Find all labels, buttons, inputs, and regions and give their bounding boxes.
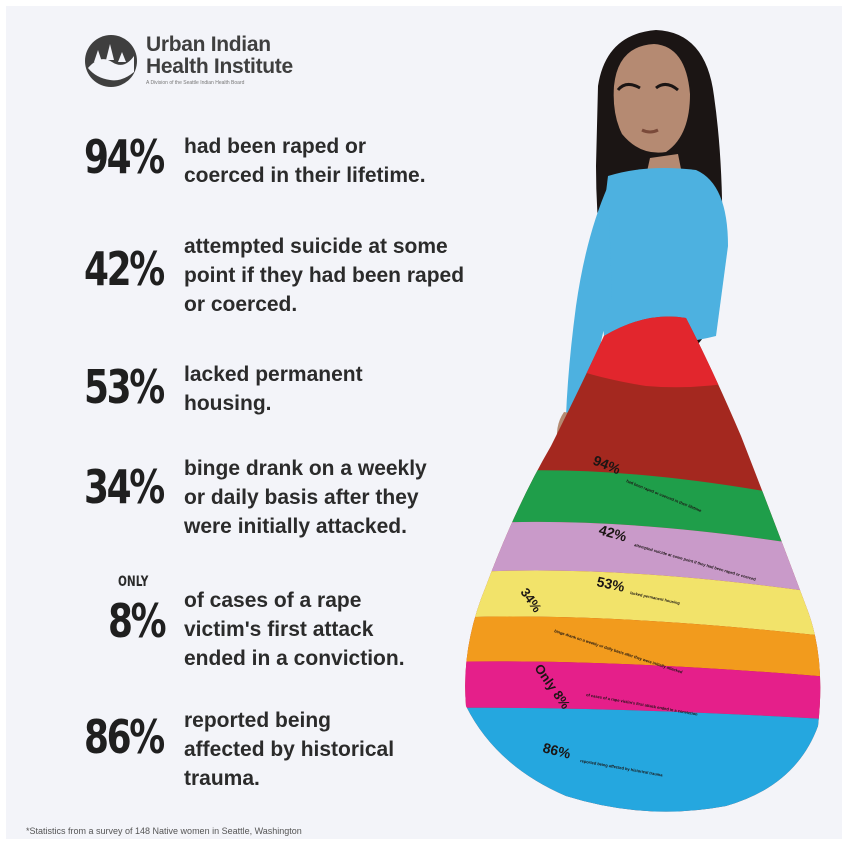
band-label-42: 42% — [597, 522, 629, 545]
stat-percent: 94% — [84, 130, 165, 184]
stat-text: of cases of a rape victim's first attack… — [184, 589, 405, 670]
band-label-86: 86% — [541, 739, 573, 761]
stat-text: attempted suicide at some point if they … — [184, 235, 465, 316]
footnote: *Statistics from a survey of 148 Native … — [26, 826, 302, 836]
stat-percent: 42% — [84, 242, 165, 296]
band-label-53: 53% — [595, 573, 626, 595]
stat-text: binge drank on a weekly or daily basis a… — [184, 457, 427, 538]
skirt-band-34 — [465, 616, 821, 678]
skirt: 94% had been raped or coerced in their l… — [465, 316, 821, 812]
stat-text: lacked permanent housing. — [184, 363, 363, 415]
skirt-band-42 — [465, 521, 821, 596]
woman-illustration: 94% had been raped or coerced in their l… — [465, 30, 821, 812]
logo-emblem-icon — [85, 35, 137, 87]
stat-qualifier: ONLY — [118, 574, 149, 590]
face-shape — [613, 44, 690, 153]
logo-name: Urban Indian Health Institute — [146, 34, 293, 78]
skirt-band-8 — [465, 661, 821, 720]
blouse-shape — [600, 168, 728, 344]
sleeve-shape — [566, 186, 612, 418]
stat-percent: 86% — [84, 710, 165, 764]
stat-percent: 53% — [84, 360, 165, 414]
skirt-band-94 — [465, 470, 821, 551]
uihi-logo: Urban Indian Health Institute A Division… — [82, 32, 322, 92]
stat-text: had been raped or coerced in their lifet… — [184, 135, 426, 187]
skirt-band-53 — [465, 570, 821, 638]
stat-text: reported being affected by historical tr… — [184, 709, 395, 790]
infographic: Urban Indian Health Institute A Division… — [6, 6, 842, 839]
stat-percent: 8% — [108, 594, 167, 648]
logo-tagline: A Division of the Seattle Indian Health … — [146, 80, 245, 86]
logo-name-line1: Urban Indian — [146, 33, 271, 56]
logo-name-line2: Health Institute — [146, 55, 293, 78]
stat-percent: 34% — [84, 460, 165, 514]
